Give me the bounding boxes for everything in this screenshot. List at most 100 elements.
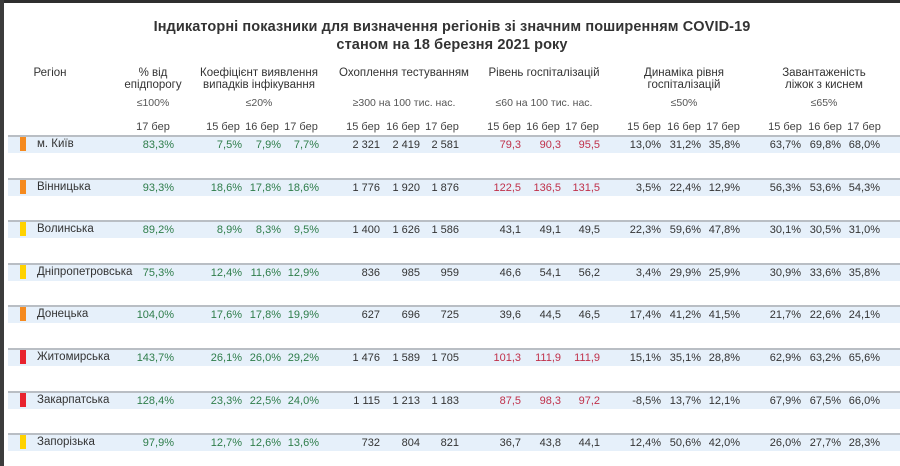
hospitalization-dynamics-value: 3,4% — [635, 266, 661, 279]
date-dyn-15: 15 бер — [627, 121, 661, 133]
risk-level-marker — [20, 264, 26, 279]
date-test-17: 17 бер — [425, 121, 459, 133]
criterion-epi: ≤100% — [136, 97, 170, 109]
detection-rate-value: 17,8% — [249, 181, 281, 194]
header-beds-line2: ліжок з киснем — [785, 79, 863, 91]
detection-rate-value: 7,5% — [216, 139, 242, 151]
testing-coverage-value: 725 — [440, 309, 459, 322]
criterion-detect: ≤20% — [245, 97, 273, 109]
epi-threshold-value: 83,3% — [142, 139, 174, 151]
hospitalization-dynamics-value: 42,0% — [708, 437, 740, 450]
hospitalization-dynamics-value: 3,5% — [635, 181, 661, 194]
header-epi-line1: % від — [138, 67, 168, 79]
hospitalization-dynamics-value: 47,8% — [708, 224, 740, 237]
detection-rate-value: 7,9% — [255, 139, 281, 151]
oxygen-bed-load-value: 30,1% — [769, 224, 801, 237]
oxygen-bed-load-value: 63,7% — [769, 139, 801, 151]
epi-threshold-value: 97,9% — [142, 437, 174, 450]
testing-coverage-value: 1 589 — [392, 352, 420, 364]
hospitalization-dynamics-value: 31,2% — [669, 139, 701, 151]
epi-threshold-value: 93,3% — [142, 181, 174, 194]
hospitalization-dynamics-value: 41,5% — [708, 309, 740, 322]
date-detect-15: 15 бер — [206, 121, 240, 133]
hospitalization-dynamics-value: 22,3% — [629, 224, 661, 237]
detection-rate-value: 8,9% — [216, 224, 242, 237]
hospitalization-value: 111,9 — [535, 352, 561, 364]
hospitalization-value: 90,3 — [539, 139, 561, 151]
hospitalization-dynamics-value: -8,5% — [632, 394, 661, 407]
criterion-test: ≥300 на 100 тис. нас. — [352, 97, 456, 109]
row-band — [8, 433, 900, 452]
detection-rate-value: 9,5% — [293, 224, 319, 237]
testing-coverage-value: 1 876 — [431, 181, 459, 194]
detection-rate-value: 7,7% — [293, 139, 319, 151]
oxygen-bed-load-value: 53,6% — [809, 181, 841, 194]
hospitalization-value: 136,5 — [533, 181, 561, 194]
row-band — [8, 135, 900, 153]
detection-rate-value: 18,6% — [287, 181, 319, 194]
testing-coverage-value: 1 920 — [392, 181, 420, 194]
hospitalization-value: 43,1 — [499, 224, 521, 237]
detection-rate-value: 11,6% — [250, 266, 281, 279]
criterion-beds: ≤65% — [810, 97, 838, 109]
hospitalization-value: 98,3 — [539, 394, 561, 407]
oxygen-bed-load-value: 31,0% — [848, 224, 880, 237]
hospitalization-value: 44,1 — [578, 437, 600, 450]
oxygen-bed-load-value: 30,5% — [809, 224, 841, 237]
header-detect-line2: випадків інфікування — [203, 79, 315, 91]
detection-rate-value: 12,6% — [249, 437, 281, 450]
hospitalization-value: 95,5 — [578, 139, 600, 151]
header-dyn-line2: госпіталізацій — [647, 79, 721, 91]
hospitalization-dynamics-value: 50,6% — [669, 437, 701, 450]
epi-threshold-value: 128,4% — [136, 394, 174, 407]
oxygen-bed-load-value: 33,6% — [809, 266, 841, 279]
row-band — [8, 390, 900, 409]
table-row: Запорізька 97,9% 12,7% 12,6% 13,6% 732 804 821 3… — [8, 433, 900, 466]
header-detect-line1: Коефіцієнт виявлення — [200, 67, 318, 79]
region-name: Вінницька — [37, 180, 91, 193]
testing-coverage-value: 1 586 — [431, 224, 459, 237]
hospitalization-value: 36,7 — [499, 437, 521, 450]
risk-level-marker — [20, 179, 26, 194]
hospitalization-value: 43,8 — [539, 437, 561, 450]
hospitalization-value: 122,5 — [493, 181, 521, 194]
header-test: Охоплення тестуванням — [339, 67, 469, 79]
header-epi-line2: епідпорогу — [124, 79, 182, 91]
row-band — [8, 262, 900, 281]
region-name: Донецька — [37, 308, 89, 321]
hospitalization-dynamics-value: 28,8% — [708, 352, 740, 364]
date-hosp-16: 16 бер — [526, 121, 560, 133]
hospitalization-dynamics-value: 41,2% — [669, 309, 701, 322]
epi-threshold-value: 89,2% — [142, 224, 174, 237]
date-beds-15: 15 бер — [768, 121, 802, 133]
header-beds: Завантаженість ліжок з киснем — [754, 67, 894, 91]
epi-threshold-value: 143,7% — [136, 352, 174, 364]
criterion-hosp: ≤60 на 100 тис. нас. — [495, 97, 593, 109]
oxygen-bed-load-value: 27,7% — [809, 437, 841, 450]
detection-rate-value: 18,6% — [210, 181, 242, 194]
detection-rate-value: 29,2% — [287, 352, 319, 364]
detection-rate-value: 8,3% — [255, 224, 281, 237]
date-beds-17: 17 бер — [847, 121, 881, 133]
date-hosp-15: 15 бер — [487, 121, 521, 133]
hospitalization-dynamics-value: 29,9% — [669, 266, 701, 279]
oxygen-bed-load-value: 63,2% — [809, 352, 841, 364]
testing-coverage-value: 696 — [401, 309, 420, 322]
oxygen-bed-load-value: 56,3% — [769, 181, 801, 194]
detection-rate-value: 17,6% — [210, 309, 242, 322]
detection-rate-value: 24,0% — [287, 394, 319, 407]
detection-rate-value: 26,0% — [249, 352, 281, 364]
detection-rate-value: 13,6% — [287, 437, 319, 450]
hospitalization-dynamics-value: 13,7% — [669, 394, 701, 407]
date-test-16: 16 бер — [386, 121, 420, 133]
region-name: Житомирська — [37, 351, 110, 363]
header-detect: Коефіцієнт виявлення випадків інфікуванн… — [184, 67, 334, 91]
testing-coverage-value: 1 705 — [431, 352, 459, 364]
risk-level-marker — [20, 137, 26, 151]
table-row: Дніпропетровська 75,3% 12,4% 11,6% 12,9% 836 9… — [8, 262, 900, 306]
oxygen-bed-load-value: 66,0% — [848, 394, 880, 407]
date-detect-16: 16 бер — [245, 121, 279, 133]
hospitalization-value: 39,6 — [499, 309, 521, 322]
header-hosp: Рівень госпіталізацій — [488, 67, 600, 79]
criterion-dyn: ≤50% — [670, 97, 698, 109]
